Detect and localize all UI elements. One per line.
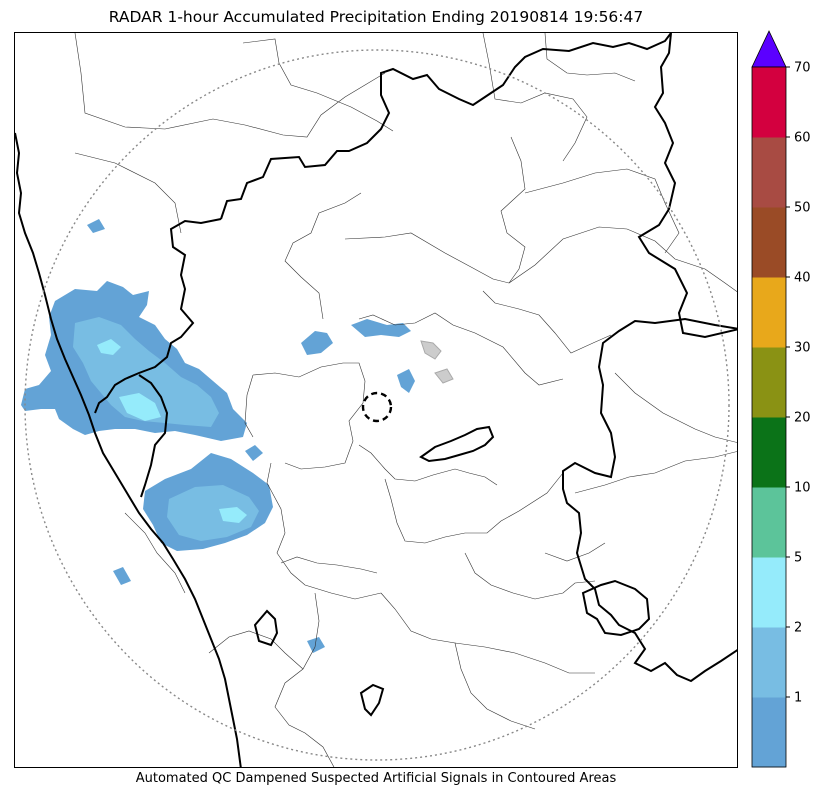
state-boundaries <box>15 33 737 767</box>
radar-map <box>14 32 738 768</box>
colorbar-tick-label: 50 <box>794 201 811 216</box>
colorbar-tick-label: 40 <box>794 271 811 286</box>
colorbar-tick-label: 20 <box>794 411 811 426</box>
precip-area-central-2 <box>351 319 411 337</box>
state-boundary-northwest <box>94 218 222 414</box>
colorbar-bin <box>752 137 786 208</box>
precipitation-layer <box>21 219 454 653</box>
map-title: RADAR 1-hour Accumulated Precipitation E… <box>108 8 644 26</box>
state-boundary-inner-strip <box>419 425 495 463</box>
colorbar-tick-label: 10 <box>794 481 811 496</box>
colorbar-bin <box>752 487 786 558</box>
precip-area-central-1 <box>301 331 333 355</box>
precip-area-south-coast-inner <box>167 485 259 541</box>
colorbar-tick-label: 60 <box>794 131 811 146</box>
qc-area-2 <box>434 368 454 384</box>
colorbar-tick-label: 70 <box>794 61 811 76</box>
colorbar-bin <box>752 697 786 768</box>
precip-area-small-2 <box>245 445 263 461</box>
colorbar-tick-label: 5 <box>794 551 802 566</box>
precip-area-central-3 <box>397 369 415 393</box>
colorbar-tick-label: 30 <box>794 341 811 356</box>
state-boundary-small-loop <box>253 609 279 647</box>
colorbar-bin <box>752 557 786 628</box>
colorbar: 1 2 5 10 20 30 40 50 60 70 <box>740 28 825 772</box>
colorbar-bin <box>752 417 786 488</box>
precip-area-small-1 <box>87 219 105 233</box>
colorbar-bin <box>752 627 786 698</box>
state-boundary-east <box>637 33 737 339</box>
precip-area-small-4 <box>307 637 325 653</box>
colorbar-extend-triangle <box>751 30 787 68</box>
state-boundary-south-loop <box>359 683 385 717</box>
state-boundary-kerala-north <box>138 374 169 498</box>
precip-area-south-core <box>219 507 247 523</box>
colorbar-bin <box>752 67 786 138</box>
precip-area-north-core-2 <box>119 393 161 421</box>
colorbar-bin <box>752 277 786 348</box>
precip-area-small-3 <box>113 567 131 585</box>
map-caption: Automated QC Dampened Suspected Artifici… <box>135 771 617 786</box>
radar-range-ring <box>24 49 730 761</box>
state-boundary-north <box>220 33 672 220</box>
colorbar-bin <box>752 207 786 278</box>
precip-area-north-core-1 <box>97 339 121 355</box>
colorbar-bin <box>752 347 786 418</box>
colorbar-tick-label: 2 <box>794 621 802 636</box>
radar-site-marker <box>361 391 393 423</box>
state-boundary-southeast <box>562 317 737 683</box>
state-boundary-enclave <box>581 579 651 637</box>
colorbar-tick-label: 1 <box>794 691 802 706</box>
qc-area-1 <box>420 340 442 360</box>
state-boundary-west-coast <box>15 132 242 767</box>
